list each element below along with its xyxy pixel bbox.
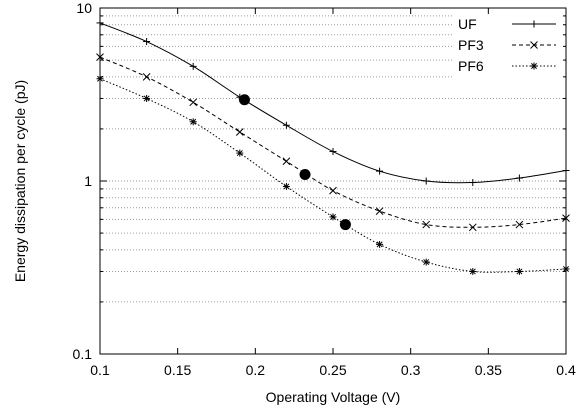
point-pf3 [422,220,431,229]
highlight-point [299,169,311,181]
point-pf6 [469,267,477,275]
x-tick-label: 0.1 [90,362,110,378]
y-tick-label: 0.1 [73,346,93,362]
point-pf6 [422,258,430,266]
point-pf3 [189,98,198,107]
axis-ticks: 0.1 0.15 0.2 0.25 0.3 0.35 0.4 0.1 1 10 [73,0,576,378]
highlight-point [339,219,351,231]
point-uf [282,121,290,129]
point-pf6 [143,94,151,102]
point-uf [422,177,430,185]
point-uf [143,38,151,46]
x-axis-title: Operating Voltage (V) [266,389,401,405]
point-pf6 [282,182,290,190]
point-pf3 [282,157,291,166]
x-tick-label: 0.2 [246,362,266,378]
x-tick-label: 0.35 [475,362,502,378]
y-tick-label: 1 [84,173,92,189]
point-pf3 [468,223,477,232]
x-tick-label: 0.25 [319,362,346,378]
point-uf [376,167,384,175]
highlight-points [238,94,351,231]
point-uf [329,148,337,156]
x-tick-label: 0.15 [164,362,191,378]
legend-label-pf3: PF3 [458,37,484,53]
x-tick-label: 0.4 [556,362,576,378]
point-uf [515,174,523,182]
point-pf6 [515,267,523,275]
legend: UF PF3 PF6 [458,16,556,74]
y-tick-label: 10 [76,0,92,16]
point-pf3 [375,207,384,215]
point-pf3 [329,186,337,195]
y-axis-title: Energy dissipation per cycle (pJ) [12,80,28,282]
legend-marker-pf6 [530,62,538,70]
point-pf6 [329,213,337,221]
point-uf [189,62,197,70]
point-pf3 [235,128,244,136]
legend-marker-uf [530,20,538,28]
point-pf6 [236,149,244,157]
point-pf6 [189,118,197,126]
series-line-pf6 [99,78,567,273]
point-pf3 [142,72,151,81]
point-pf3 [515,220,524,229]
x-tick-label: 0.3 [401,362,421,378]
highlight-point [238,94,250,106]
series-line-pf3 [99,56,567,228]
legend-label-pf6: PF6 [458,58,484,74]
legend-label-uf: UF [458,16,477,32]
point-pf6 [376,240,384,248]
legend-marker-pf3 [530,41,538,49]
point-uf [469,179,477,187]
